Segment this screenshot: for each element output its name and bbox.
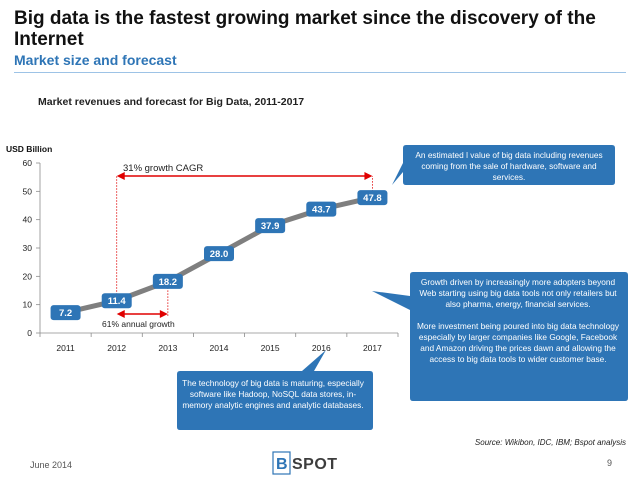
y-tick-label: 30 <box>23 243 33 253</box>
annual-arrow-head-left <box>116 310 125 318</box>
x-tick-label: 2015 <box>261 343 280 353</box>
slide-title: Big data is the fastest growing market s… <box>14 8 596 50</box>
chart-marks: 7.2 11.4 18.2 28.0 37.9 43.7 47.8 <box>50 190 388 321</box>
bspot-logo: B SPOT <box>272 451 338 475</box>
y-tick-label: 60 <box>23 158 33 168</box>
x-tick-label: 2012 <box>107 343 126 353</box>
cagr-arrow-head-left <box>116 172 125 180</box>
x-tick-label: 2017 <box>363 343 382 353</box>
y-tick-label: 40 <box>23 215 33 225</box>
data-point-label-bg <box>204 246 234 262</box>
data-point-label: 43.7 <box>312 205 331 216</box>
data-point-label-bg <box>101 293 132 309</box>
data-point-label: 47.8 <box>363 193 382 204</box>
y-tick-label: 50 <box>23 186 33 196</box>
callout-growth-paragraph-1: Growth driven by increasingly more adopt… <box>419 277 617 309</box>
callout-shapes <box>177 145 628 430</box>
data-point-label: 28.0 <box>210 249 229 260</box>
annual-growth-label: 61% annual growth <box>102 319 175 329</box>
slide-subtitle: Market size and forecast <box>14 52 177 68</box>
data-point-label: 11.4 <box>108 296 127 307</box>
callout-growth-bubble <box>372 272 628 401</box>
data-point-label-bg <box>50 305 81 321</box>
x-tick-label: 2013 <box>158 343 177 353</box>
data-point-label: 18.2 <box>159 277 178 288</box>
callout-technology-text: The technology of big data is maturing, … <box>182 378 364 410</box>
title-divider <box>14 72 626 73</box>
data-point-label: 37.9 <box>261 221 280 232</box>
y-tick-label: 0 <box>27 328 32 338</box>
x-tick-label: 2016 <box>312 343 331 353</box>
data-point-label: 7.2 <box>59 308 72 319</box>
callout-value-text: An estimated l value of big data includi… <box>415 150 603 182</box>
chart-title: Market revenues and forecast for Big Dat… <box>38 96 305 108</box>
x-tick-label: 2014 <box>210 343 229 353</box>
callout-value-bubble <box>392 145 615 185</box>
data-point-label-bg <box>306 201 337 217</box>
chart-axes: USD Billion 0 10 20 30 40 50 60 2011 2012 2013 2014… <box>6 144 399 353</box>
cagr-arrow-head-right <box>364 172 373 180</box>
footer-date: June 2014 <box>30 460 73 470</box>
y-tick-label: 10 <box>23 300 33 310</box>
callout-growth-text: Growth driven by increasingly more adopt… <box>412 277 624 365</box>
svg-text:SPOT: SPOT <box>292 456 338 473</box>
data-point-label-bg <box>357 190 388 206</box>
chart-annotations: 31% growth CAGR 61% annual growth <box>102 163 373 329</box>
y-axis-label: USD Billion <box>6 144 52 154</box>
data-point-label-bg <box>152 273 183 289</box>
callout-technology-bubble <box>177 350 373 430</box>
callout-growth-paragraph-2: More investment being poured into big da… <box>416 321 620 364</box>
source-note: Source: Wikibon, IDC, IBM; Bspot analysi… <box>474 438 626 447</box>
page-number: 9 <box>606 458 612 468</box>
svg-text:B: B <box>276 456 288 473</box>
cagr-label: 31% growth CAGR <box>123 163 203 174</box>
y-tick-label: 20 <box>23 271 33 281</box>
data-point-label-bg <box>255 218 286 234</box>
annual-arrow-head-right <box>159 310 168 318</box>
x-tick-label: 2011 <box>56 343 75 353</box>
